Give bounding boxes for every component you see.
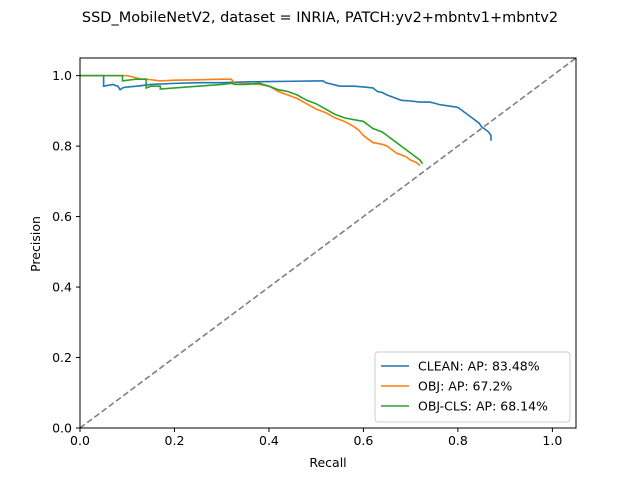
series-line-0 xyxy=(80,74,492,141)
axes: 0.0 0.2 0.4 0.6 0.8 1.0 0.0 0.2 0.4 0.6 0.8 1.0 xyxy=(52,57,577,448)
x-tick-label: 0.6 xyxy=(353,433,373,448)
chart-title: SSD_MobileNetV2, dataset = INRIA, PATCH:… xyxy=(82,10,558,26)
x-tick-label: 0.2 xyxy=(165,433,185,448)
legend: CLEAN: AP: 83.48% OBJ: AP: 67.2% OBJ-CLS: … xyxy=(374,351,571,423)
series-line-1 xyxy=(80,74,421,167)
y-tick-label: 0.2 xyxy=(52,350,72,365)
x-tick-label: 0.0 xyxy=(70,433,90,448)
series-line-2 xyxy=(80,74,424,165)
axes-frame xyxy=(79,57,577,429)
y-tick-label: 1.0 xyxy=(52,68,72,83)
x-axis-label: Recall xyxy=(309,455,346,470)
legend-label-2: OBJ-CLS: AP: 68.14% xyxy=(418,399,548,414)
y-tick-label: 0.6 xyxy=(52,209,72,224)
legend-box xyxy=(374,351,571,423)
plot-area xyxy=(80,58,576,428)
reference-diagonal-line xyxy=(80,58,576,428)
y-tick-label: 0.4 xyxy=(52,280,72,295)
y-tick-label: 0.0 xyxy=(52,421,72,436)
y-tick-label: 0.8 xyxy=(52,139,72,154)
legend-label-0: CLEAN: AP: 83.48% xyxy=(418,359,540,374)
x-tick-label: 0.4 xyxy=(259,433,279,448)
y-axis-label: Precision xyxy=(28,216,43,272)
x-tick-label: 1.0 xyxy=(542,433,562,448)
legend-label-1: OBJ: AP: 67.2% xyxy=(418,379,512,394)
x-tick-label: 0.8 xyxy=(448,433,468,448)
